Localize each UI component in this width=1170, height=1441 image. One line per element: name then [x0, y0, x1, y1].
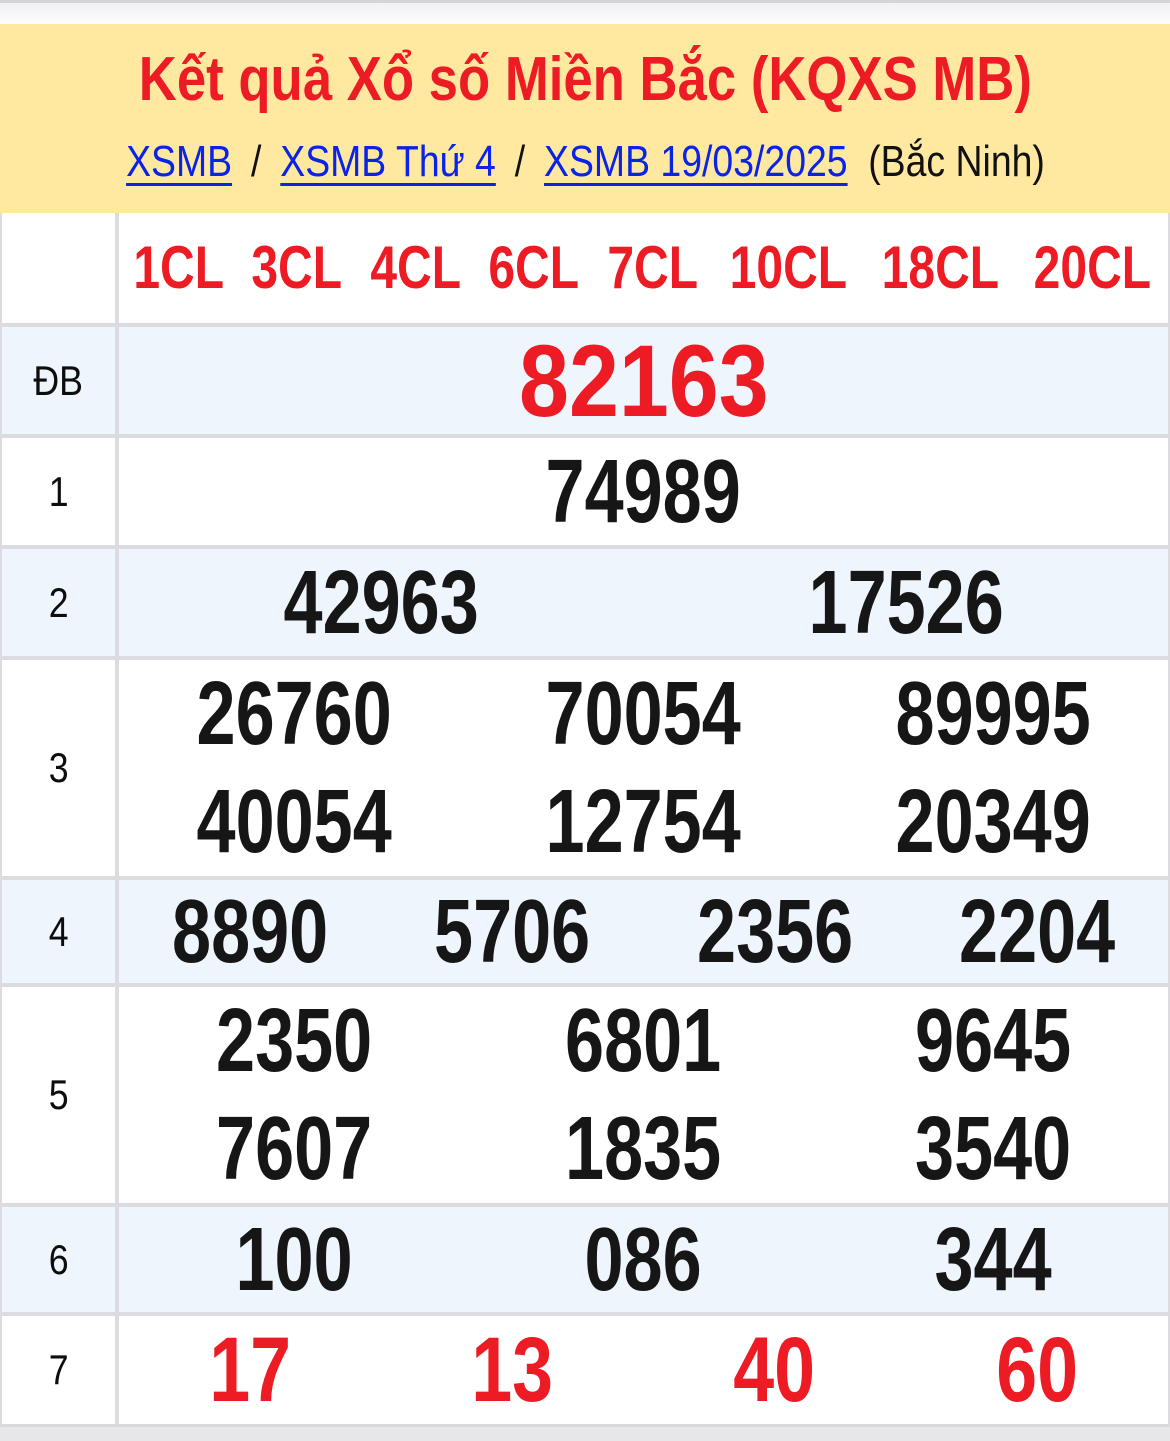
prize-row-1: 1 74989 [2, 434, 1168, 545]
prize-label-cell: 1 [2, 438, 119, 545]
prize-label: 6 [48, 1235, 69, 1283]
prize-label-cell: 4 [2, 880, 119, 983]
prize-label-cell: 3 [2, 660, 119, 876]
breadcrumb-link-xsmb-date[interactable]: XSMB 19/03/2025 [543, 137, 848, 187]
breadcrumb-link-xsmb-thu-4[interactable]: XSMB Thứ 4 [279, 137, 496, 187]
prize-row-4: 4 8890 5706 2356 2204 [2, 876, 1168, 983]
prize-number: 9645 [915, 991, 1072, 1091]
prize-number: 8890 [172, 881, 329, 982]
option-3cl[interactable]: 3CL [251, 234, 343, 301]
page-title: Kết quả Xổ số Miền Bắc (KQXS MB) [138, 45, 1032, 115]
prize-number: 100 [235, 1209, 353, 1310]
option-6cl[interactable]: 6CL [488, 234, 580, 301]
prize-number: 40054 [196, 772, 392, 872]
prize-number: 2350 [215, 991, 372, 1091]
prize-label: 4 [48, 907, 69, 955]
option-7cl[interactable]: 7CL [607, 234, 699, 301]
prize-number: 2204 [958, 881, 1115, 982]
prize-label-cell-empty [2, 213, 119, 323]
prize-number: 13 [471, 1319, 554, 1421]
prize-number: 42963 [283, 552, 479, 653]
breadcrumb-separator: / [514, 137, 525, 187]
option-20cl[interactable]: 20CL [1033, 234, 1151, 301]
prize-row-db: ĐB 82163 [2, 323, 1168, 434]
prize-number: 26760 [196, 664, 392, 764]
prize-label: 1 [48, 467, 69, 515]
prize-number: 2356 [696, 881, 853, 982]
breadcrumb: XSMB / XSMB Thứ 4 / XSMB 19/03/2025 (Bắc… [126, 137, 1045, 188]
prize-number: 086 [584, 1209, 703, 1310]
prize-number: 12754 [545, 772, 742, 872]
prize-number: 89995 [895, 664, 1091, 764]
prize-label: 2 [48, 578, 69, 626]
prize-number: 60 [995, 1319, 1078, 1421]
breadcrumb-link-xsmb[interactable]: XSMB [125, 137, 232, 187]
digit-options-line: 1CL 3CL 4CL 6CL 7CL 10CL 18CL 20CL [119, 213, 1168, 323]
prize-label-cell: 5 [2, 987, 119, 1203]
prize-label: 3 [48, 744, 69, 791]
digit-options-row: 1CL 3CL 4CL 6CL 7CL 10CL 18CL 20CL [2, 213, 1168, 323]
prize-row-6: 6 100 086 344 [2, 1203, 1168, 1312]
prize-row-3: 3 26760 70054 89995 40054 12754 20349 [2, 656, 1168, 876]
option-18cl[interactable]: 18CL [881, 234, 999, 301]
prize-row-7: 7 17 13 40 60 [2, 1312, 1168, 1424]
prize-number: 70054 [545, 664, 742, 764]
page-header: Kết quả Xổ số Miền Bắc (KQXS MB) XSMB / … [0, 24, 1170, 213]
browser-edge-strip [0, 0, 1170, 24]
prize-label: 7 [48, 1346, 69, 1393]
prize-number: 6801 [565, 991, 722, 1091]
prize-number: 82163 [518, 323, 769, 438]
prize-number: 1835 [565, 1099, 722, 1199]
prize-number: 20349 [895, 772, 1091, 872]
option-4cl[interactable]: 4CL [370, 234, 461, 301]
page-background [0, 1427, 1170, 1441]
prize-row-5: 5 2350 6801 9645 7607 1835 3540 [2, 983, 1168, 1203]
prize-label-cell: 6 [2, 1207, 119, 1312]
prize-number: 344 [934, 1209, 1052, 1310]
prize-label: ĐB [33, 356, 84, 404]
prize-number: 7607 [215, 1099, 372, 1199]
prize-label-cell: 7 [2, 1316, 119, 1424]
prize-number: 40 [733, 1319, 816, 1421]
breadcrumb-separator: / [250, 137, 261, 187]
prize-row-2: 2 42963 17526 [2, 545, 1168, 656]
option-10cl[interactable]: 10CL [729, 234, 847, 301]
breadcrumb-province: (Bắc Ninh) [867, 137, 1045, 187]
prize-number: 17526 [808, 552, 1004, 653]
prize-number: 74989 [545, 441, 742, 542]
option-1cl[interactable]: 1CL [132, 234, 224, 301]
prize-label-cell: ĐB [2, 327, 119, 434]
prize-number: 3540 [915, 1099, 1072, 1199]
prize-label: 5 [48, 1071, 69, 1118]
prize-number: 5706 [434, 881, 591, 982]
prize-number: 17 [209, 1319, 292, 1421]
results-table: 1CL 3CL 4CL 6CL 7CL 10CL 18CL 20CL ĐB 82… [0, 213, 1170, 1427]
prize-label-cell: 2 [2, 549, 119, 656]
